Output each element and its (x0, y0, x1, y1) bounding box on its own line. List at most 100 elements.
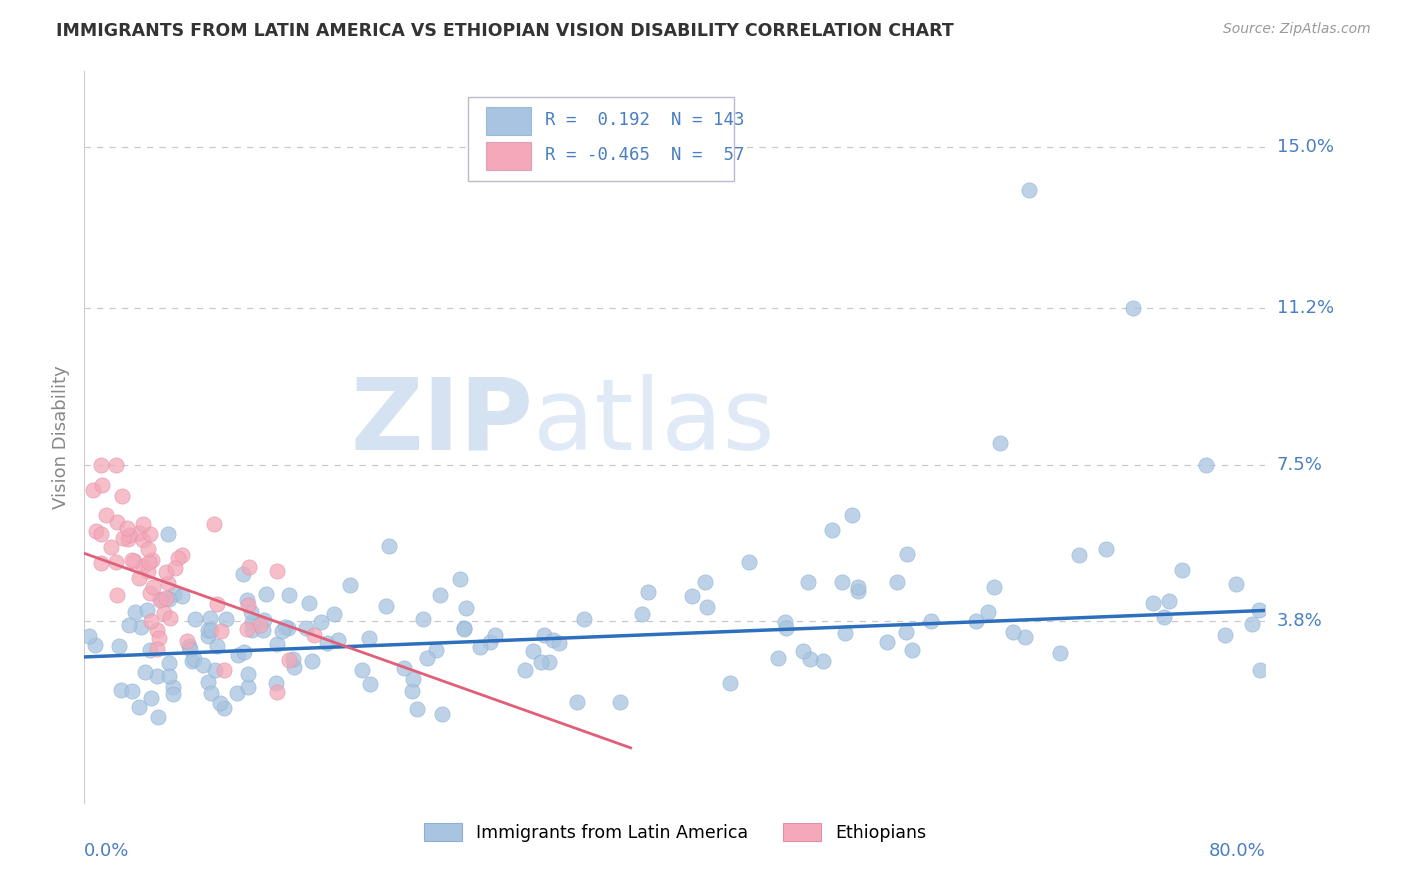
Point (212, 663, 235, 677)
Point (240, 615, 263, 630)
Point (156, 576, 179, 591)
Text: Source: ZipAtlas.com: Source: ZipAtlas.com (1223, 22, 1371, 37)
Point (202, 517, 225, 532)
Point (84, 524, 107, 539)
Point (117, 617, 139, 632)
Point (191, 658, 214, 673)
Point (983, 580, 1005, 594)
Point (695, 574, 717, 589)
Point (277, 621, 299, 635)
Point (226, 686, 249, 700)
Point (115, 520, 138, 534)
Point (254, 587, 277, 601)
Point (266, 564, 288, 578)
Point (121, 552, 143, 566)
Point (821, 523, 844, 537)
Point (138, 556, 160, 570)
Point (157, 657, 180, 671)
FancyBboxPatch shape (486, 143, 531, 170)
Point (179, 642, 201, 657)
Point (392, 661, 415, 675)
Point (90, 556, 112, 570)
Point (1249, 663, 1271, 677)
Point (155, 565, 177, 579)
Point (177, 639, 200, 653)
Point (277, 589, 299, 603)
Point (537, 656, 560, 670)
Point (162, 680, 184, 694)
Text: 3.8%: 3.8% (1277, 612, 1322, 630)
Point (266, 685, 288, 699)
FancyBboxPatch shape (468, 97, 734, 181)
Point (121, 684, 143, 698)
Point (834, 625, 856, 640)
Point (96, 508, 118, 523)
Point (146, 641, 169, 656)
Text: 11.2%: 11.2% (1277, 299, 1334, 318)
Point (456, 601, 478, 615)
Point (132, 533, 155, 548)
Point (118, 528, 141, 542)
Point (200, 623, 222, 637)
Point (157, 526, 180, 541)
Point (1153, 610, 1175, 624)
Point (412, 612, 434, 626)
Point (1215, 627, 1237, 641)
Point (90, 527, 112, 541)
Point (110, 682, 132, 697)
Point (162, 687, 184, 701)
Point (792, 644, 814, 658)
Point (111, 489, 134, 503)
Point (1018, 183, 1040, 197)
Point (170, 590, 193, 604)
Y-axis label: Vision Disability: Vision Disability (52, 365, 70, 509)
Point (876, 634, 898, 648)
Point (432, 706, 454, 721)
Point (402, 672, 425, 686)
Point (132, 559, 155, 574)
Point (141, 580, 163, 594)
Point (1049, 646, 1071, 660)
Point (894, 624, 917, 639)
Point (232, 567, 254, 582)
Point (159, 610, 181, 624)
Point (242, 624, 264, 638)
Point (252, 613, 274, 627)
Point (283, 660, 305, 674)
Point (249, 617, 271, 632)
Point (375, 599, 398, 613)
Point (453, 622, 475, 636)
Point (799, 651, 821, 665)
Point (631, 607, 654, 621)
Point (1142, 596, 1164, 610)
Point (1225, 577, 1247, 591)
Point (105, 458, 128, 472)
Point (83, 638, 105, 652)
Point (977, 605, 1000, 619)
Point (111, 531, 134, 545)
Point (965, 614, 987, 628)
Point (146, 710, 169, 724)
Point (238, 560, 260, 574)
Point (406, 701, 429, 715)
Point (236, 681, 259, 695)
Point (281, 651, 304, 665)
Point (163, 587, 186, 601)
Point (157, 592, 180, 607)
Point (846, 580, 869, 594)
Point (529, 655, 551, 669)
Point (1171, 563, 1194, 577)
Point (252, 624, 274, 638)
Point (124, 605, 146, 619)
Point (453, 622, 475, 636)
Point (274, 619, 297, 633)
Point (316, 636, 339, 650)
Point (1157, 594, 1180, 608)
Point (212, 701, 235, 715)
Point (132, 517, 155, 532)
Point (988, 436, 1011, 450)
Point (572, 612, 595, 626)
Point (82, 483, 104, 498)
Point (1122, 301, 1144, 315)
Text: 80.0%: 80.0% (1209, 842, 1265, 860)
